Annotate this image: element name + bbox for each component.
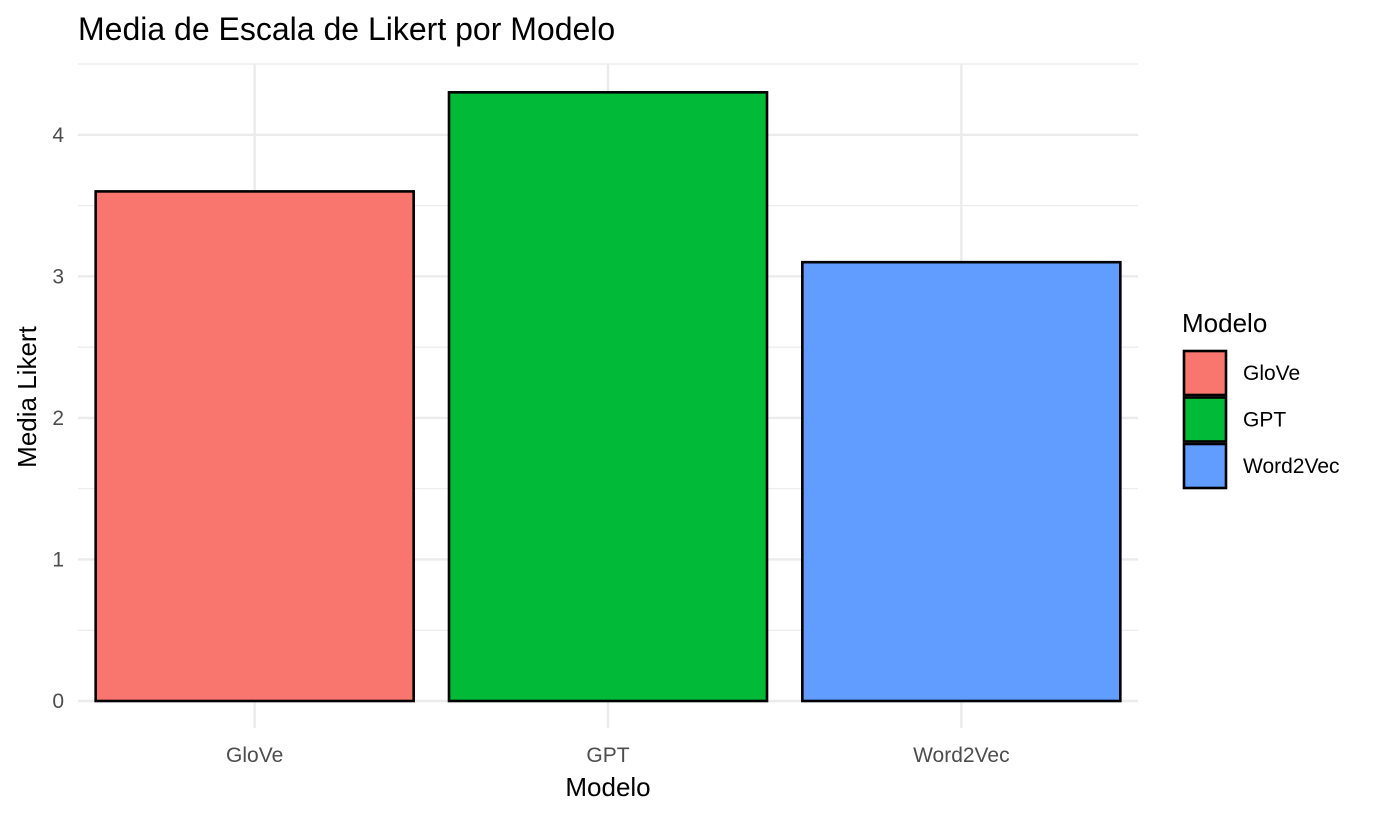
bar-word2vec bbox=[801, 260, 1122, 703]
y-tick-label: 3 bbox=[52, 265, 64, 288]
y-axis-ticks: 0 1 2 3 4 bbox=[52, 124, 64, 713]
legend-key-gpt bbox=[1182, 396, 1228, 443]
x-tick-label: GloVe bbox=[226, 744, 283, 767]
y-tick-label: 0 bbox=[52, 690, 64, 713]
chart-title: Media de Escala de Likert por Modelo bbox=[78, 11, 615, 47]
bars bbox=[94, 91, 1122, 703]
bar-gpt bbox=[447, 91, 769, 703]
legend-label-glove: GloVe bbox=[1243, 362, 1300, 385]
legend-label-gpt: GPT bbox=[1243, 409, 1286, 432]
x-tick-label: Word2Vec bbox=[913, 744, 1010, 767]
x-axis-ticks: GloVe GPT Word2Vec bbox=[226, 744, 1010, 767]
legend-key-word2vec bbox=[1182, 442, 1228, 490]
x-axis-title: Modelo bbox=[565, 772, 650, 802]
y-axis-title: Media Likert bbox=[12, 325, 42, 467]
legend-key-glove bbox=[1182, 349, 1228, 397]
bar-glove bbox=[94, 190, 415, 703]
legend-label-word2vec: Word2Vec bbox=[1243, 455, 1340, 478]
y-tick-label: 2 bbox=[52, 407, 64, 430]
legend-title: Modelo bbox=[1182, 308, 1267, 338]
y-tick-label: 4 bbox=[52, 124, 64, 147]
legend-items: GloVe GPT Word2Vec bbox=[1182, 349, 1340, 490]
y-tick-label: 1 bbox=[52, 548, 64, 571]
x-tick-label: GPT bbox=[586, 744, 629, 767]
legend: Modelo GloVe GPT Word2Vec bbox=[1182, 308, 1340, 490]
